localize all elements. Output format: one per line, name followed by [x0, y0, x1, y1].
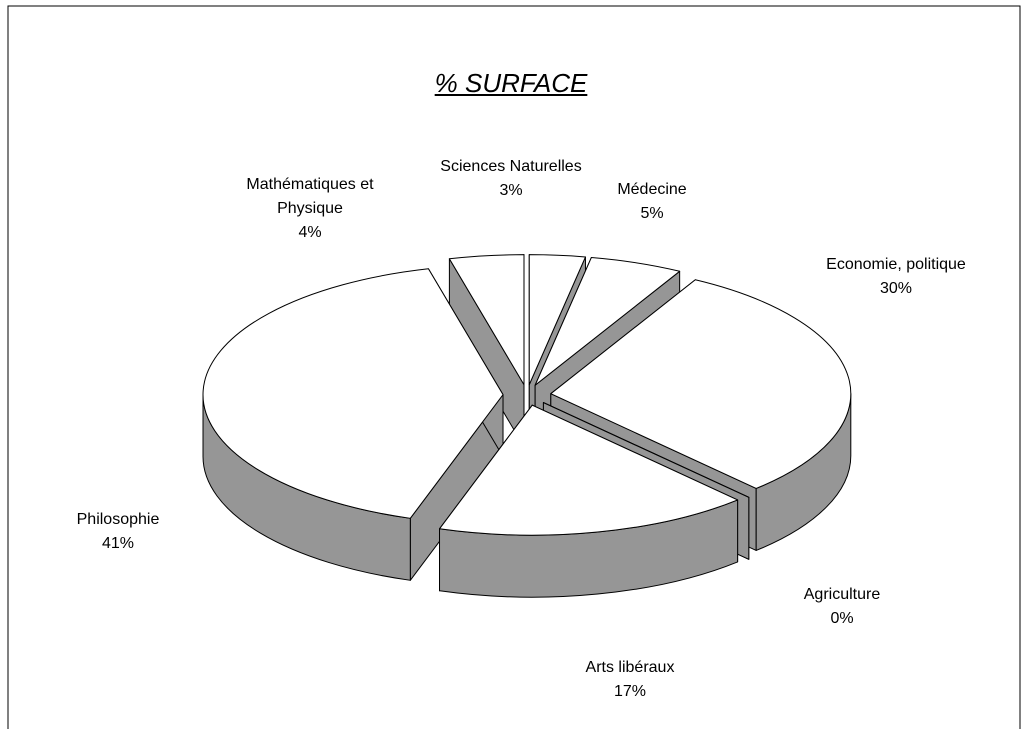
slice-value: 5%: [640, 205, 664, 222]
slice-name: Economie, politique: [826, 256, 966, 273]
slice-value: 0%: [830, 610, 854, 627]
slice-top: [448, 254, 525, 386]
slice-value: 4%: [298, 224, 322, 241]
slice-name: Médecine: [617, 181, 687, 198]
slice-value: 17%: [613, 683, 647, 700]
slice-top: [528, 254, 586, 386]
slice-value: 41%: [101, 535, 135, 552]
slice-label: Economie, politique 30%: [796, 253, 996, 301]
slice-label: Arts libéraux 17%: [555, 656, 705, 704]
slice: [448, 254, 525, 448]
slice: [439, 404, 739, 598]
slice-label: Mathématiques et Physique 4%: [235, 173, 385, 245]
slice-name: Sciences Naturelles: [440, 158, 582, 175]
slice-top: [550, 279, 852, 489]
slice-label: Agriculture 0%: [782, 583, 902, 631]
slice-name: Agriculture: [803, 586, 881, 603]
chart-title: % SURFACE: [434, 68, 588, 98]
slice-top: [542, 402, 750, 498]
slice-value: 30%: [879, 280, 913, 297]
slice-top: [202, 268, 504, 519]
frame: [7, 5, 1021, 729]
slice-name: Mathématiques et Physique: [246, 176, 374, 217]
slice: [202, 268, 504, 581]
slice-label: Sciences Naturelles 3%: [411, 155, 611, 203]
slice-label: Philosophie 41%: [48, 508, 188, 556]
slice-name: Philosophie: [76, 511, 160, 528]
slice-label: Médecine 5%: [592, 178, 712, 226]
slice-top: [439, 404, 739, 536]
slice-value: 3%: [499, 182, 523, 199]
slice-name: Arts libéraux: [585, 659, 675, 676]
slice-top: [534, 257, 681, 386]
